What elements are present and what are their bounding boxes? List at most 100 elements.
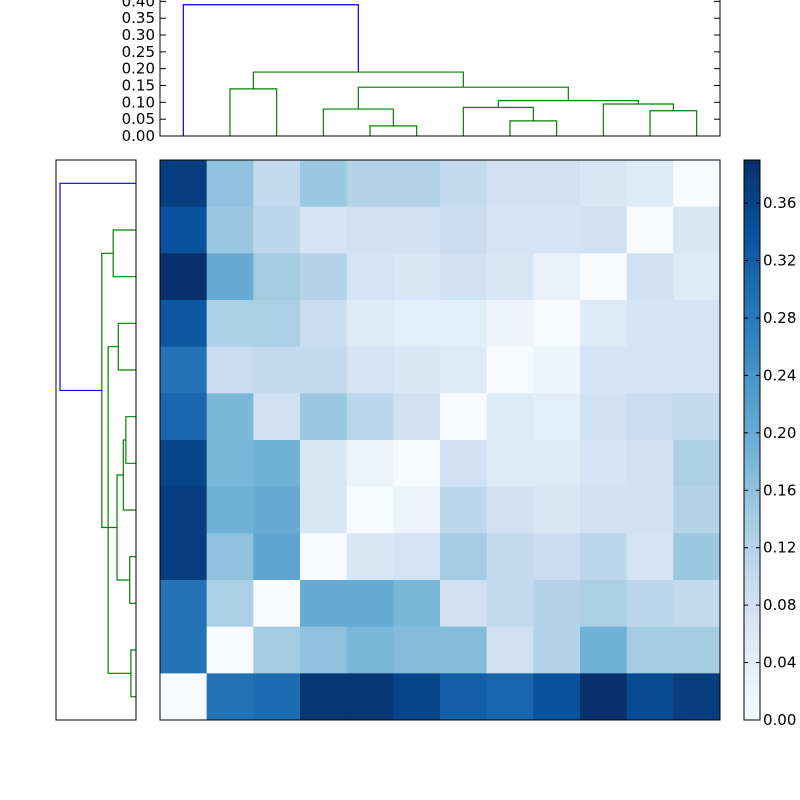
heatmap-cell bbox=[486, 440, 534, 488]
heatmap-cell bbox=[393, 440, 441, 488]
colorbar-tick-label: 0.20 bbox=[763, 424, 796, 442]
heatmap-cell bbox=[346, 533, 394, 581]
heatmap-cell bbox=[206, 253, 254, 301]
colorbar-tick-label: 0.36 bbox=[763, 194, 796, 212]
heatmap-cell bbox=[393, 346, 441, 394]
heatmap-cell bbox=[346, 626, 394, 674]
heatmap-cell bbox=[346, 440, 394, 488]
heatmap-cell bbox=[533, 533, 581, 581]
dendrogram-link bbox=[122, 439, 136, 511]
colorbar-tick-label: 0.08 bbox=[763, 596, 796, 614]
heatmap-cell bbox=[160, 673, 208, 721]
heatmap-cell bbox=[393, 393, 441, 441]
heatmap-cell bbox=[346, 346, 394, 394]
heatmap-cell bbox=[253, 346, 301, 394]
heatmap-cell bbox=[673, 673, 721, 721]
heatmap-cell bbox=[160, 626, 208, 674]
y-tick-label: 0.00 bbox=[122, 127, 155, 145]
heatmap-cell bbox=[673, 253, 721, 301]
dendrogram-link bbox=[462, 106, 534, 136]
heatmap-cell bbox=[253, 160, 301, 208]
heatmap-cell bbox=[206, 486, 254, 534]
dendrogram-link bbox=[602, 103, 674, 136]
heatmap-cell bbox=[346, 300, 394, 348]
dendrogram-link bbox=[182, 4, 359, 136]
heatmap-cell bbox=[253, 580, 301, 628]
heatmap-cell bbox=[673, 533, 721, 581]
colorbar-tick-label: 0.12 bbox=[763, 539, 796, 557]
y-tick-label: 0.40 bbox=[122, 0, 155, 10]
heatmap-cell bbox=[160, 486, 208, 534]
heatmap-cell bbox=[300, 160, 348, 208]
heatmap-cell bbox=[160, 160, 208, 208]
heatmap-cell bbox=[300, 393, 348, 441]
heatmap-cell bbox=[346, 486, 394, 534]
heatmap-cell bbox=[160, 533, 208, 581]
heatmap-cell bbox=[206, 393, 254, 441]
heatmap-cell bbox=[300, 486, 348, 534]
heatmap-cell bbox=[300, 253, 348, 301]
heatmap-cell bbox=[580, 160, 628, 208]
heatmap-cell bbox=[393, 626, 441, 674]
heatmap-cell bbox=[300, 346, 348, 394]
dendrogram-link bbox=[130, 649, 136, 698]
y-tick-label: 0.25 bbox=[122, 43, 155, 61]
heatmap-cell bbox=[673, 580, 721, 628]
dendrogram-link bbox=[112, 229, 136, 278]
heatmap-cell bbox=[300, 300, 348, 348]
heatmap-cell bbox=[346, 206, 394, 254]
heatmap-cell bbox=[300, 206, 348, 254]
heatmap-cell bbox=[440, 533, 488, 581]
heatmap-cell bbox=[393, 300, 441, 348]
heatmap-cell bbox=[533, 160, 581, 208]
heatmap-cell bbox=[440, 160, 488, 208]
y-tick-label: 0.15 bbox=[122, 77, 155, 95]
heatmap-cell bbox=[253, 440, 301, 488]
heatmap-cell bbox=[160, 253, 208, 301]
heatmap-cell bbox=[486, 253, 534, 301]
heatmap-cell bbox=[253, 393, 301, 441]
colorbar-tick-label: 0.04 bbox=[763, 654, 796, 672]
heatmap-cell bbox=[533, 206, 581, 254]
heatmap-cell bbox=[580, 626, 628, 674]
heatmap-cell bbox=[253, 673, 301, 721]
heatmap-cell bbox=[673, 440, 721, 488]
heatmap-cell bbox=[346, 160, 394, 208]
dendrogram-link bbox=[117, 322, 136, 371]
heatmap-cell bbox=[580, 253, 628, 301]
heatmap-cell bbox=[393, 673, 441, 721]
colorbar-tick-label: 0.16 bbox=[763, 481, 796, 499]
heatmap-cell bbox=[626, 346, 674, 394]
dendrogram-link bbox=[107, 346, 131, 674]
heatmap-cell bbox=[300, 440, 348, 488]
dendrogram-link bbox=[125, 416, 136, 464]
heatmap-cell bbox=[486, 206, 534, 254]
heatmap-cell bbox=[440, 626, 488, 674]
heatmap-cell bbox=[533, 346, 581, 394]
heatmap-cell bbox=[206, 673, 254, 721]
dendrogram-link bbox=[229, 88, 278, 136]
dendrogram-link bbox=[59, 182, 136, 392]
heatmap-cell bbox=[626, 673, 674, 721]
heatmap-cell bbox=[673, 206, 721, 254]
heatmap-cell bbox=[346, 580, 394, 628]
heatmap-cell bbox=[626, 486, 674, 534]
heatmap-cell bbox=[253, 300, 301, 348]
heatmap-cell bbox=[440, 673, 488, 721]
heatmap-cell bbox=[626, 300, 674, 348]
heatmap-cell bbox=[673, 486, 721, 534]
heatmap-cell bbox=[160, 346, 208, 394]
heatmap-cell bbox=[253, 253, 301, 301]
heatmap-cell bbox=[300, 626, 348, 674]
heatmap-cell bbox=[300, 580, 348, 628]
heatmap-cell bbox=[440, 346, 488, 394]
heatmap-cell bbox=[580, 346, 628, 394]
colorbar bbox=[743, 159, 761, 721]
colorbar-tick-label: 0.32 bbox=[763, 252, 796, 270]
dendrogram-link bbox=[509, 120, 558, 136]
heatmap-cell bbox=[580, 440, 628, 488]
heatmap-cell bbox=[440, 300, 488, 348]
heatmap-cell bbox=[673, 626, 721, 674]
top-dendrogram bbox=[182, 4, 698, 136]
